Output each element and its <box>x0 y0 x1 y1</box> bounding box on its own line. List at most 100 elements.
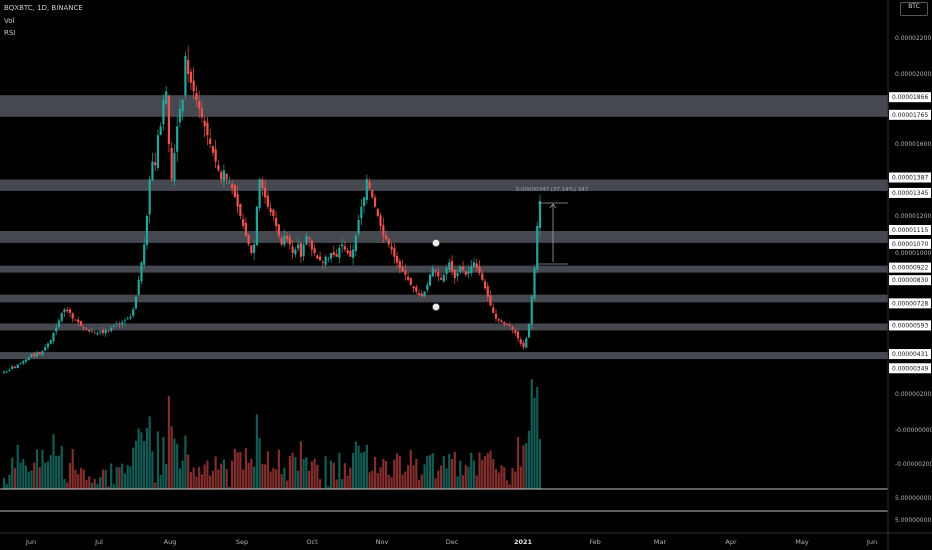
candle-body[interactable] <box>406 276 410 280</box>
candle-body[interactable] <box>8 369 11 371</box>
zone-band-2[interactable] <box>0 179 888 191</box>
candle-body[interactable] <box>503 322 506 325</box>
candle-body[interactable] <box>316 255 319 259</box>
candle-body[interactable] <box>390 246 393 250</box>
candle-body[interactable] <box>324 256 327 265</box>
candle-body[interactable] <box>104 329 107 334</box>
candle-body[interactable] <box>2 371 6 373</box>
zone-band-3[interactable] <box>0 231 888 243</box>
level-label-box[interactable] <box>889 363 931 374</box>
candle-body[interactable] <box>228 182 231 184</box>
candle-body[interactable] <box>49 340 52 344</box>
candle-body[interactable] <box>500 320 503 323</box>
candle-body[interactable] <box>162 99 165 125</box>
candle-body[interactable] <box>461 266 465 270</box>
candle-body[interactable] <box>88 329 91 332</box>
candle-body[interactable] <box>472 262 476 267</box>
level-label-box[interactable] <box>889 349 931 360</box>
candle-body[interactable] <box>269 208 272 213</box>
candle-body[interactable] <box>178 108 182 123</box>
candle-body[interactable] <box>428 274 432 286</box>
candle-body[interactable] <box>291 246 294 253</box>
candle-body[interactable] <box>415 286 418 292</box>
candle-body[interactable] <box>140 262 143 282</box>
candle-body[interactable] <box>362 197 366 207</box>
candle-body[interactable] <box>192 80 195 92</box>
candle-body[interactable] <box>132 309 135 316</box>
candle-body[interactable] <box>368 181 371 188</box>
candle-body[interactable] <box>22 361 25 364</box>
candle-body[interactable] <box>217 165 220 171</box>
candle-body[interactable] <box>514 330 517 334</box>
candle-body[interactable] <box>327 258 330 260</box>
candle-body[interactable] <box>239 203 242 216</box>
candle-body[interactable] <box>297 244 300 249</box>
candle-body[interactable] <box>305 235 308 245</box>
candle-body[interactable] <box>275 217 278 226</box>
candle-body[interactable] <box>354 235 357 252</box>
candle-body[interactable] <box>35 352 39 357</box>
candle-body[interactable] <box>253 244 256 253</box>
candle-body[interactable] <box>489 295 492 306</box>
candle-body[interactable] <box>19 362 22 364</box>
candle-body[interactable] <box>508 324 511 326</box>
candle-body[interactable] <box>357 220 360 234</box>
candle-body[interactable] <box>159 126 162 136</box>
candle-body[interactable] <box>530 296 533 325</box>
candle-body[interactable] <box>522 342 525 348</box>
candle-body[interactable] <box>470 266 473 274</box>
candle-body[interactable] <box>442 274 445 282</box>
candle-body[interactable] <box>351 249 355 258</box>
candle-body[interactable] <box>258 179 261 208</box>
level-label-box[interactable] <box>889 320 931 331</box>
candle-body[interactable] <box>154 162 157 166</box>
candle-body[interactable] <box>82 327 85 329</box>
candle-body[interactable] <box>376 208 379 216</box>
candle-body[interactable] <box>165 91 168 104</box>
candle-body[interactable] <box>456 273 459 277</box>
candle-body[interactable] <box>310 240 313 250</box>
price-axis[interactable]: 0.00002200 0.00002000 0.00001600 0.00001200… <box>889 35 932 524</box>
level-label-box[interactable] <box>889 262 931 273</box>
candle-body[interactable] <box>231 184 234 188</box>
candle-body[interactable] <box>261 179 264 188</box>
candle-body[interactable] <box>198 100 201 109</box>
candle-body[interactable] <box>335 253 338 257</box>
candle-body[interactable] <box>492 307 495 313</box>
candle-body[interactable] <box>148 179 151 215</box>
candle-body[interactable] <box>189 71 193 83</box>
candle-body[interactable] <box>137 279 140 295</box>
candle-body[interactable] <box>525 338 528 348</box>
candle-body[interactable] <box>401 266 404 272</box>
candle-body[interactable] <box>145 216 149 245</box>
candle-body[interactable] <box>497 319 500 321</box>
candle-body[interactable] <box>393 248 396 257</box>
candle-body[interactable] <box>222 170 225 182</box>
candle-body[interactable] <box>332 251 335 255</box>
candle-body[interactable] <box>459 266 462 272</box>
candle-body[interactable] <box>431 268 434 277</box>
zone-band-1[interactable] <box>0 95 888 117</box>
candle-body[interactable] <box>200 108 204 118</box>
candle-body[interactable] <box>99 331 102 333</box>
candle-body[interactable] <box>126 318 129 320</box>
candle-body[interactable] <box>107 330 110 332</box>
candle-body[interactable] <box>319 256 322 261</box>
candle-body[interactable] <box>63 309 66 313</box>
level-label-box[interactable] <box>889 238 931 249</box>
candle-body[interactable] <box>24 359 28 362</box>
candle-body[interactable] <box>250 245 253 253</box>
event-marker-icon[interactable] <box>432 239 440 247</box>
candle-body[interactable] <box>66 309 69 312</box>
candle-body[interactable] <box>299 242 302 257</box>
candle-body[interactable] <box>176 126 179 152</box>
level-label-box[interactable] <box>889 92 931 103</box>
candle-body[interactable] <box>46 343 50 348</box>
candle-body[interactable] <box>272 209 275 216</box>
candle-body[interactable] <box>379 215 382 226</box>
candle-body[interactable] <box>13 366 17 369</box>
candle-body[interactable] <box>134 296 138 309</box>
candle-body[interactable] <box>483 281 487 289</box>
currency-badge[interactable]: BTC <box>900 2 928 16</box>
candle-body[interactable] <box>313 248 316 253</box>
